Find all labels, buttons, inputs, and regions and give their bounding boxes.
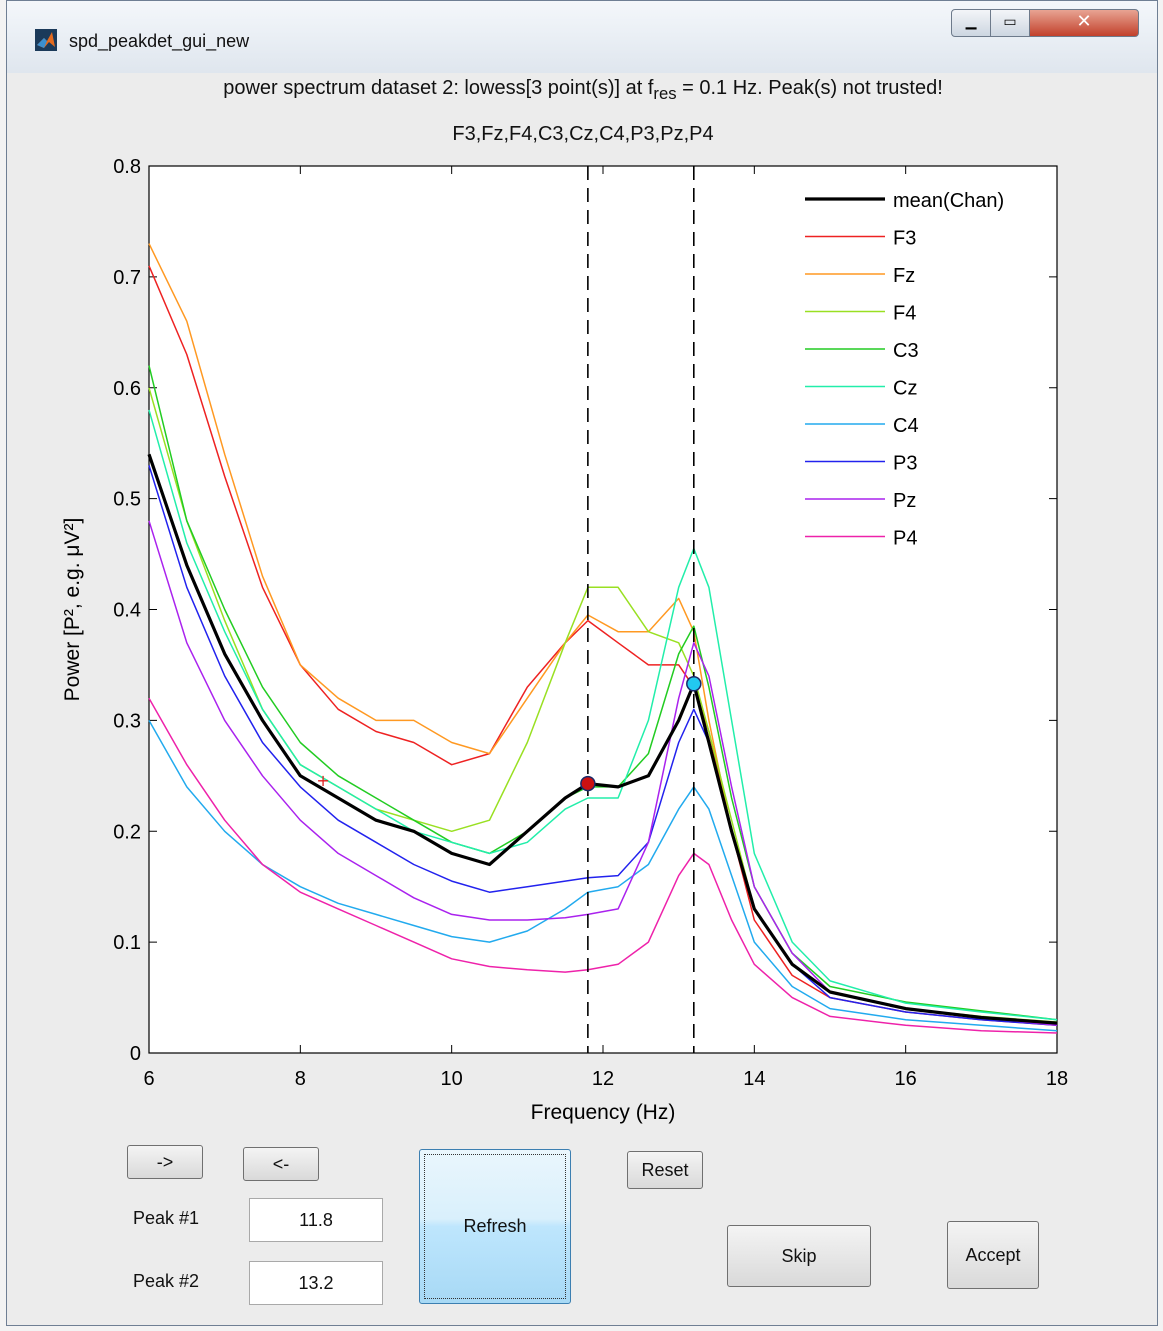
x-tick-label: 8 xyxy=(295,1068,306,1090)
next-button[interactable]: -> xyxy=(127,1145,203,1179)
plot-area xyxy=(148,165,1058,1054)
y-tick-label: 0.3 xyxy=(113,710,141,732)
legend-label: P3 xyxy=(893,453,917,475)
figure-title: power spectrum dataset 2: lowess[3 point… xyxy=(7,77,1159,104)
figure-title-text-1: power spectrum dataset 2: lowess[3 point… xyxy=(223,77,654,99)
figure-title-subscript: res xyxy=(653,84,677,103)
legend-label: F4 xyxy=(893,303,916,325)
y-tick-label: 0.2 xyxy=(113,821,141,843)
legend-label: Cz xyxy=(893,378,917,400)
prev-button[interactable]: <- xyxy=(243,1147,319,1181)
x-tick-label: 6 xyxy=(143,1068,154,1090)
x-tick-label: 10 xyxy=(441,1068,463,1090)
skip-button[interactable]: Skip xyxy=(727,1225,871,1287)
peak1-input[interactable]: 11.8 xyxy=(249,1198,383,1242)
legend-label: F3 xyxy=(893,228,916,250)
window-title: spd_peakdet_gui_new xyxy=(69,31,250,51)
maximize-button[interactable]: ▭ xyxy=(990,9,1030,37)
y-tick-label: 0.4 xyxy=(113,600,141,622)
peak2-label: Peak #2 xyxy=(133,1271,200,1291)
plus-marker: + xyxy=(316,771,329,790)
y-tick-label: 0.6 xyxy=(113,378,141,400)
x-tick-label: 16 xyxy=(895,1068,917,1090)
figure-subtitle: F3,Fz,F4,C3,Cz,C4,P3,Pz,P4 xyxy=(452,123,714,145)
y-axis-label: Power [P², e.g. μV²] xyxy=(61,518,84,702)
title-bar: spd_peakdet_gui_new ▁ ▭ ✕ xyxy=(7,1,1157,73)
peak-point-marker xyxy=(580,775,596,792)
series-line-cz xyxy=(148,409,1058,1021)
peak-point-marker xyxy=(686,676,702,692)
peak2-input[interactable]: 13.2 xyxy=(249,1261,383,1305)
minimize-button[interactable]: ▁ xyxy=(951,9,991,37)
app-window: spd_peakdet_gui_new ▁ ▭ ✕ power spectrum… xyxy=(6,0,1158,1326)
power-spectrum-plot[interactable]: 6 8 10 12 14 16 18 0 0.1 0.2 0.3 0.4 0.5 0.6 0.7 0.8 Fre… xyxy=(7,1,1157,1141)
y-tick-label: 0 xyxy=(130,1043,141,1065)
legend-label: C3 xyxy=(893,340,919,362)
x-axis-label: Frequency (Hz) xyxy=(531,1101,676,1124)
legend-label: mean(Chan) xyxy=(893,190,1004,212)
y-tick-label: 0.1 xyxy=(113,932,141,954)
legend-label: Fz xyxy=(893,265,915,287)
y-tick-label: 0.5 xyxy=(113,489,141,511)
reset-button[interactable]: Reset xyxy=(627,1151,703,1189)
close-button[interactable]: ✕ xyxy=(1029,9,1139,37)
x-tick-label: 14 xyxy=(743,1068,765,1090)
legend-label: Pz xyxy=(893,490,916,512)
refresh-button[interactable]: Refresh xyxy=(419,1149,571,1304)
y-tick-label: 0.7 xyxy=(113,267,141,289)
y-tick-label: 0.8 xyxy=(113,156,141,178)
legend-label: C4 xyxy=(893,415,919,437)
matlab-logo-icon xyxy=(35,29,57,51)
x-tick-label: 12 xyxy=(592,1068,614,1090)
peak1-label: Peak #1 xyxy=(133,1208,200,1228)
legend-label: P4 xyxy=(893,528,917,550)
accept-button[interactable]: Accept xyxy=(947,1221,1039,1289)
x-tick-label: 18 xyxy=(1046,1068,1068,1090)
figure-title-text-2: = 0.1 Hz. Peak(s) not trusted! xyxy=(676,77,943,99)
